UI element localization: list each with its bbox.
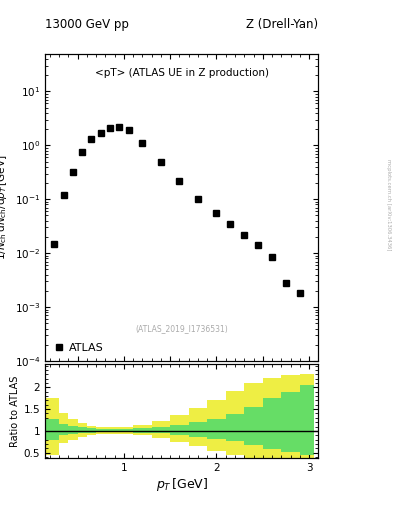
Text: (ATLAS_2019_I1736531): (ATLAS_2019_I1736531) xyxy=(135,324,228,333)
Legend: ATLAS: ATLAS xyxy=(51,341,105,355)
Text: 13000 GeV pp: 13000 GeV pp xyxy=(45,18,129,31)
Y-axis label: $1/N_{\rm ch}\,{\rm d}N_{\rm ch}/{\rm d}p_T\,[{\rm GeV}]$: $1/N_{\rm ch}\,{\rm d}N_{\rm ch}/{\rm d}… xyxy=(0,155,9,260)
Y-axis label: Ratio to ATLAS: Ratio to ATLAS xyxy=(9,375,20,446)
X-axis label: $p_T\,[{\rm GeV}]$: $p_T\,[{\rm GeV}]$ xyxy=(156,476,208,493)
Text: <pT> (ATLAS UE in Z production): <pT> (ATLAS UE in Z production) xyxy=(95,68,269,78)
Text: Z (Drell-Yan): Z (Drell-Yan) xyxy=(246,18,318,31)
Text: mcplots.cern.ch [arXiv:1306.3436]: mcplots.cern.ch [arXiv:1306.3436] xyxy=(386,159,391,250)
